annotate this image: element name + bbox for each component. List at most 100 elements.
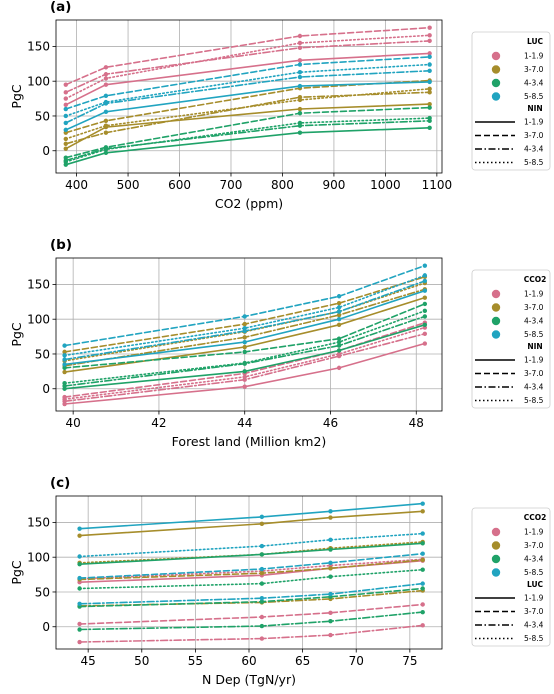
y-axis-label: PgC [9, 560, 24, 584]
legend-marker-olive [491, 303, 501, 312]
data-point [62, 369, 67, 375]
legend: LUC 1-1.9 3-7.0 4-3.4 5-8.5 NIN 1-1.9 3-7.0 4-3.… [471, 31, 551, 171]
data-point [420, 557, 425, 563]
x-tick-label: 1000 [370, 178, 401, 192]
series-line-green-dotted [63, 310, 426, 385]
legend-style-title: NIN [527, 104, 542, 113]
data-point [63, 106, 68, 112]
x-axis-label: N Dep (TgN/yr) [202, 672, 296, 687]
data-point [103, 99, 109, 105]
legend-style-title: LUC [527, 580, 544, 589]
x-tick-label: 800 [271, 178, 294, 192]
data-point [63, 102, 68, 108]
x-tick-label: 44 [237, 416, 252, 430]
legend-style-label: 4-3.4 [524, 383, 544, 392]
data-point [242, 360, 247, 366]
data-point [62, 349, 67, 355]
data-point [242, 335, 247, 340]
data-point [427, 86, 432, 92]
data-point [297, 62, 303, 67]
data-point [77, 586, 82, 591]
data-point [297, 33, 303, 39]
data-point [427, 33, 432, 38]
x-tick-label: 1100 [422, 178, 453, 192]
y-tick-label: 50 [35, 347, 50, 361]
data-point [259, 514, 265, 520]
series-line-olive-dotted [65, 88, 431, 140]
data-point [336, 322, 342, 327]
series-line-pink-dotted [65, 34, 431, 100]
data-point [336, 294, 342, 299]
data-point [427, 79, 432, 85]
data-point [242, 349, 247, 355]
series-line-pink-solid [65, 52, 431, 106]
legend-color-label: 3-7.0 [524, 303, 544, 312]
legend-color-label: 5-8.5 [524, 92, 544, 101]
data-point [420, 501, 425, 506]
series-line-pink-dashdot [63, 332, 426, 403]
series-line-green-dashdot [65, 120, 431, 162]
data-point [62, 343, 67, 348]
y-tick-label: 50 [35, 585, 50, 599]
data-point [77, 621, 82, 627]
series-line-pink-dotted [78, 558, 424, 580]
data-point [328, 509, 333, 514]
data-point [63, 82, 68, 87]
series-line-pink-dashdot [78, 624, 424, 643]
legend-style-label: 1-1.9 [524, 118, 544, 127]
data-point [242, 314, 247, 319]
data-point [62, 365, 67, 371]
x-tick-label: 700 [220, 178, 243, 192]
data-point [427, 115, 432, 121]
data-point [62, 357, 67, 362]
data-point [63, 90, 68, 95]
legend-marker-olive [491, 65, 501, 74]
legend-color-label: 5-8.5 [524, 568, 544, 577]
legend-style-label: 5-8.5 [524, 634, 544, 643]
legend-marker-pink [491, 289, 501, 299]
legend-color-label: 4-3.4 [524, 317, 544, 326]
data-point [427, 101, 432, 107]
y-tick-label: 100 [27, 551, 50, 565]
data-point [336, 343, 342, 348]
data-point [336, 351, 342, 357]
data-point [328, 591, 333, 597]
data-point [336, 339, 342, 345]
legend-style-label: 4-3.4 [524, 145, 544, 154]
data-point [297, 74, 303, 80]
data-point [259, 543, 265, 549]
data-point [328, 560, 333, 565]
series-line-olive-dashdot [65, 91, 431, 145]
data-point [297, 58, 303, 63]
legend-box [471, 507, 551, 647]
data-point [103, 82, 109, 87]
data-point [103, 72, 109, 77]
series-line-olive-dotted [63, 282, 426, 362]
data-point [63, 159, 68, 165]
data-point [427, 54, 432, 60]
data-point [427, 105, 432, 110]
series-line-teal-dotted [65, 63, 431, 117]
x-tick-label: 65 [295, 654, 310, 668]
data-point [422, 331, 428, 337]
y-tick-label: 150 [27, 516, 50, 530]
x-tick-label: 55 [188, 654, 203, 668]
series-line-olive-dashed [78, 559, 424, 581]
y-axis-label: PgC [9, 322, 24, 346]
data-point [63, 120, 68, 126]
data-point [422, 278, 428, 284]
data-point [427, 68, 432, 73]
data-point [336, 301, 342, 306]
data-point [422, 288, 428, 293]
data-point [328, 632, 333, 638]
x-tick-label: 900 [322, 178, 345, 192]
x-tick-label: 400 [65, 178, 88, 192]
legend-marker-teal [491, 92, 501, 101]
series-line-pink-dotted [63, 326, 426, 401]
data-point [259, 566, 265, 572]
data-point [420, 509, 425, 514]
data-point [336, 305, 342, 310]
data-point [77, 526, 82, 531]
series-line-olive-dashed [63, 275, 426, 353]
data-point [259, 570, 265, 576]
